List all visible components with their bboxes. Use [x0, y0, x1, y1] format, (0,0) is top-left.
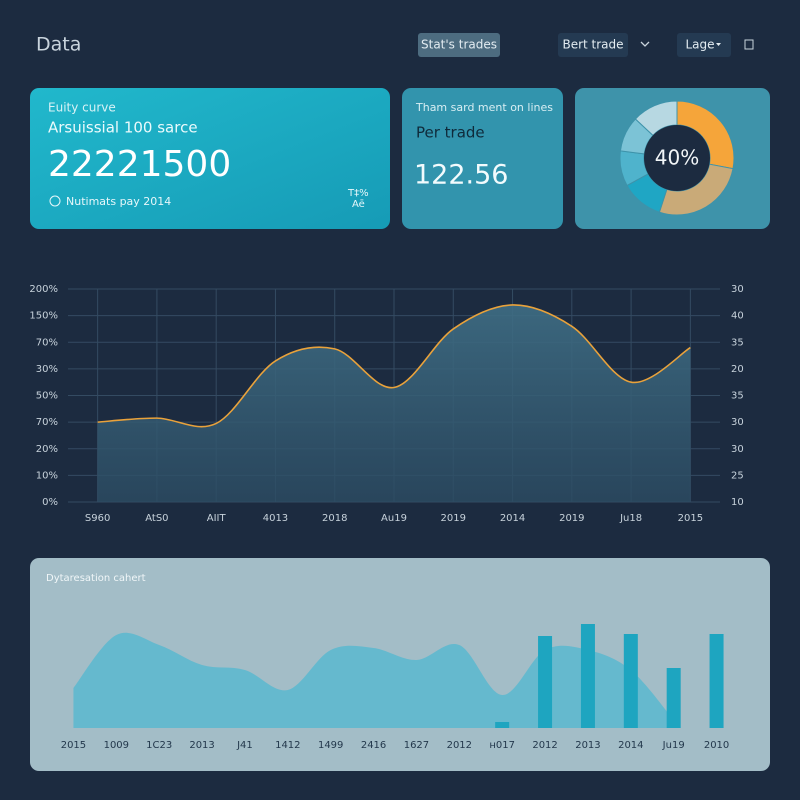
- y2-tick-label: 30: [731, 284, 744, 295]
- tab-label: Stat's trades: [421, 38, 497, 52]
- line: [97, 304, 691, 428]
- x-tick-label: 2013: [575, 740, 600, 751]
- y-tick-label: 50%: [36, 391, 58, 402]
- x-tick-label: 2014: [500, 513, 525, 524]
- x-tick-label: 2019: [441, 513, 466, 524]
- area: [73, 632, 674, 728]
- card: [402, 88, 563, 229]
- x-tick-label: 2012: [447, 740, 472, 751]
- card-label: Tham sard ment on lines: [415, 101, 553, 114]
- card-subtitle: Arsuissial 100 sarce: [48, 119, 198, 137]
- dropdown-button[interactable]: [558, 33, 628, 57]
- line-chart: 0% 10% 20% 70% 50% 30% 70% 150% 200% 10 25 30 30 35 20…: [29, 284, 743, 524]
- y2-tick-label: 10: [731, 497, 744, 508]
- window-icon[interactable]: [744, 39, 754, 50]
- dropdown-label: Bert trade: [562, 38, 623, 52]
- y-tick-label: 70%: [36, 337, 58, 348]
- x-tick-label: 2015: [61, 740, 86, 751]
- card-subtitle: Per trade: [416, 124, 485, 142]
- y-tick-label: 150%: [29, 311, 58, 322]
- x-tick-label: 2019: [559, 513, 584, 524]
- x-tick-label: 2012: [532, 740, 557, 751]
- x-tick-label: Ju18: [619, 513, 642, 524]
- dropdown-label: Lage: [685, 38, 714, 52]
- x-tick-label: н017: [489, 740, 515, 751]
- x-tick-label: 1412: [275, 740, 300, 751]
- x-tick-label: 1009: [104, 740, 129, 751]
- x-tick-label: 4013: [263, 513, 288, 524]
- card: [30, 88, 390, 229]
- x-tick-label: Au19: [381, 513, 407, 524]
- y-tick-label: 0%: [42, 497, 58, 508]
- y-tick-label: 10%: [36, 470, 58, 481]
- chart-title: Dytaresation cahert: [46, 573, 146, 584]
- y-tick-label: 200%: [29, 284, 58, 295]
- card-label: Euity curve: [48, 101, 116, 115]
- donut-hole: [644, 125, 710, 191]
- x-tick-label: 2018: [322, 513, 347, 524]
- card-corner: Aē: [352, 199, 365, 210]
- card-corner: T‡%: [347, 188, 369, 199]
- x-tick-label: AIIT: [207, 513, 227, 524]
- y-tick-label: 30%: [36, 364, 58, 375]
- dropdown-button[interactable]: [677, 33, 731, 57]
- card-value: 22221500: [48, 144, 231, 185]
- page-title: Data: [36, 34, 81, 56]
- x-tick-label: 2416: [361, 740, 386, 751]
- bar: [623, 634, 638, 728]
- y2-tick-label: 40: [731, 311, 744, 322]
- x-tick-label: AtS0: [145, 513, 168, 524]
- x-tick-label: S960: [85, 513, 110, 524]
- y2-tick-label: 35: [731, 337, 744, 348]
- bar: [709, 634, 724, 728]
- x-tick-label: 2010: [704, 740, 729, 751]
- x-tick-label: 2014: [618, 740, 643, 751]
- donut-chart: 40%: [619, 100, 735, 216]
- x-tick-label: J41: [236, 740, 253, 751]
- info-icon: [49, 195, 61, 207]
- x-tick-label: 1627: [404, 740, 429, 751]
- bar: [580, 624, 595, 728]
- donut-center-label: 40%: [655, 146, 699, 170]
- x-tick-label: 1499: [318, 740, 343, 751]
- x-tick-label: 1C23: [146, 740, 172, 751]
- card-value: 122.56: [414, 160, 508, 191]
- x-tick-label: Ju19: [662, 740, 685, 751]
- bar: [538, 636, 553, 728]
- card-note: Nutimats pay 2014: [66, 195, 171, 208]
- chevron-icon[interactable]: [640, 41, 650, 47]
- bar: [495, 722, 510, 728]
- y-tick-label: 20%: [36, 444, 58, 455]
- x-tick-label: 2013: [189, 740, 214, 751]
- y2-tick-label: 20: [731, 364, 744, 375]
- y2-tick-label: 25: [731, 470, 744, 481]
- y-tick-label: 70%: [36, 417, 58, 428]
- combo-chart: 2015 1009 1C23 2013 J41 1412 1499 2416 1627 2012 н…: [61, 624, 729, 751]
- y2-tick-label: 35: [731, 391, 744, 402]
- x-tick-label: 2015: [678, 513, 703, 524]
- line-area: [97, 304, 691, 502]
- y2-tick-label: 30: [731, 417, 744, 428]
- caret-icon: [716, 43, 721, 46]
- tab-button[interactable]: [418, 33, 500, 57]
- y2-tick-label: 30: [731, 444, 744, 455]
- bar: [666, 668, 681, 728]
